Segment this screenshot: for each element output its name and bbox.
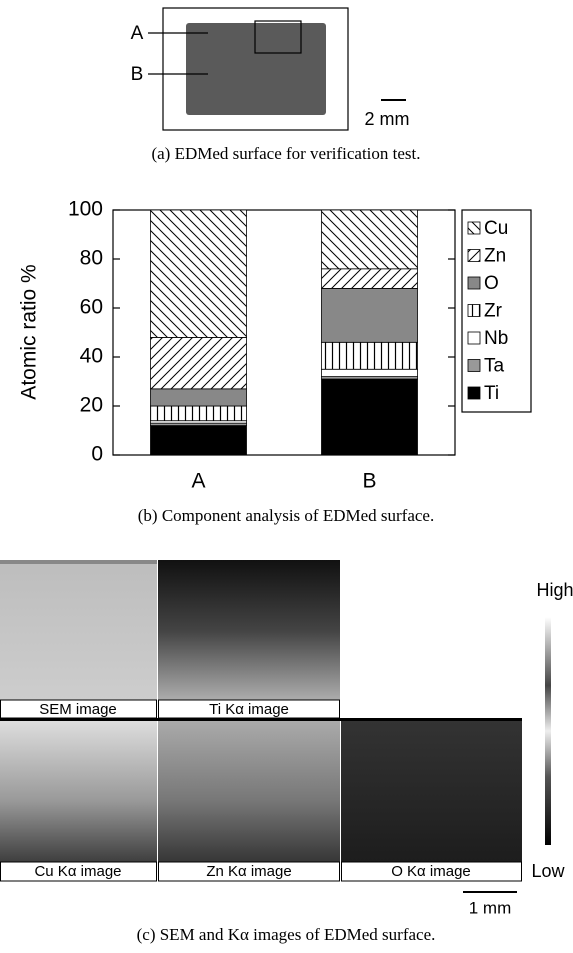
y-tick-label: 40 [80,345,103,368]
colorbar-low: Low [531,861,565,881]
legend-swatch [468,305,480,317]
scale-bar-label: 1 mm [469,898,512,917]
legend-swatch [468,360,480,372]
legend-label: O [484,273,499,294]
y-tick-label: 20 [80,394,103,417]
ti-image [158,560,340,718]
region-label: B [131,64,144,85]
legend-label: Zr [484,301,503,322]
legend-label: Ti [484,383,499,404]
sem-image [0,560,157,718]
image-label: Ti Kα image [209,701,289,718]
panel-b: Atomic ratio % (b) Component analysis of… [18,198,531,525]
panel-a: A B 2 mm (a) EDMed surface for verificat… [131,8,421,163]
scale-bar-label: 2 mm [365,109,410,129]
region-label: A [131,23,144,44]
colorbar-high: High [536,580,573,600]
colorbar [545,617,551,845]
legend-label: Cu [484,218,508,239]
image-label: SEM image [39,701,117,718]
bar-segment [322,210,418,269]
bar-segment [322,369,418,376]
bar-segment [151,210,247,337]
image-label: Zn Kα image [206,863,291,880]
bar-segment [151,389,247,406]
image-label: Cu Kα image [34,863,121,880]
y-tick-label: 60 [80,296,103,319]
caption: (a) EDMed surface for verification test. [151,144,420,163]
bar-segment [151,426,247,455]
legend-swatch [468,250,480,262]
o-image [341,721,522,881]
caption: (b) Component analysis of EDMed surface. [138,506,434,525]
x-tick-label: A [191,470,205,493]
image-label: O Kα image [391,863,471,880]
bar-segment [322,288,418,342]
caption: (c) SEM and Kα images of EDMed surface. [137,925,436,944]
sem-image-edge [0,560,157,564]
sample-photo [186,23,326,115]
y-tick-label: 0 [91,443,103,466]
bar-segment [322,342,418,369]
legend-swatch [468,277,480,289]
legend-label: Nb [484,328,508,349]
zn-image [158,721,340,881]
bar-segment [322,379,418,455]
panel-c: SEM image Ti Kα image Cu Kα image Zn Kα … [0,560,573,944]
x-tick-label: B [362,470,376,493]
y-tick-label: 80 [80,247,103,270]
bar-segment [151,406,247,421]
cu-image [0,721,157,881]
bar-segment [151,337,247,388]
legend-label: Zn [484,246,506,267]
y-axis-label: Atomic ratio % [18,264,41,399]
figure: A B 2 mm (a) EDMed surface for verificat… [0,0,573,953]
legend-swatch [468,222,480,234]
legend-swatch [468,332,480,344]
legend-swatch [468,387,480,399]
y-tick-label: 100 [68,198,103,221]
legend-label: Ta [484,356,505,377]
bar-segment [322,269,418,289]
